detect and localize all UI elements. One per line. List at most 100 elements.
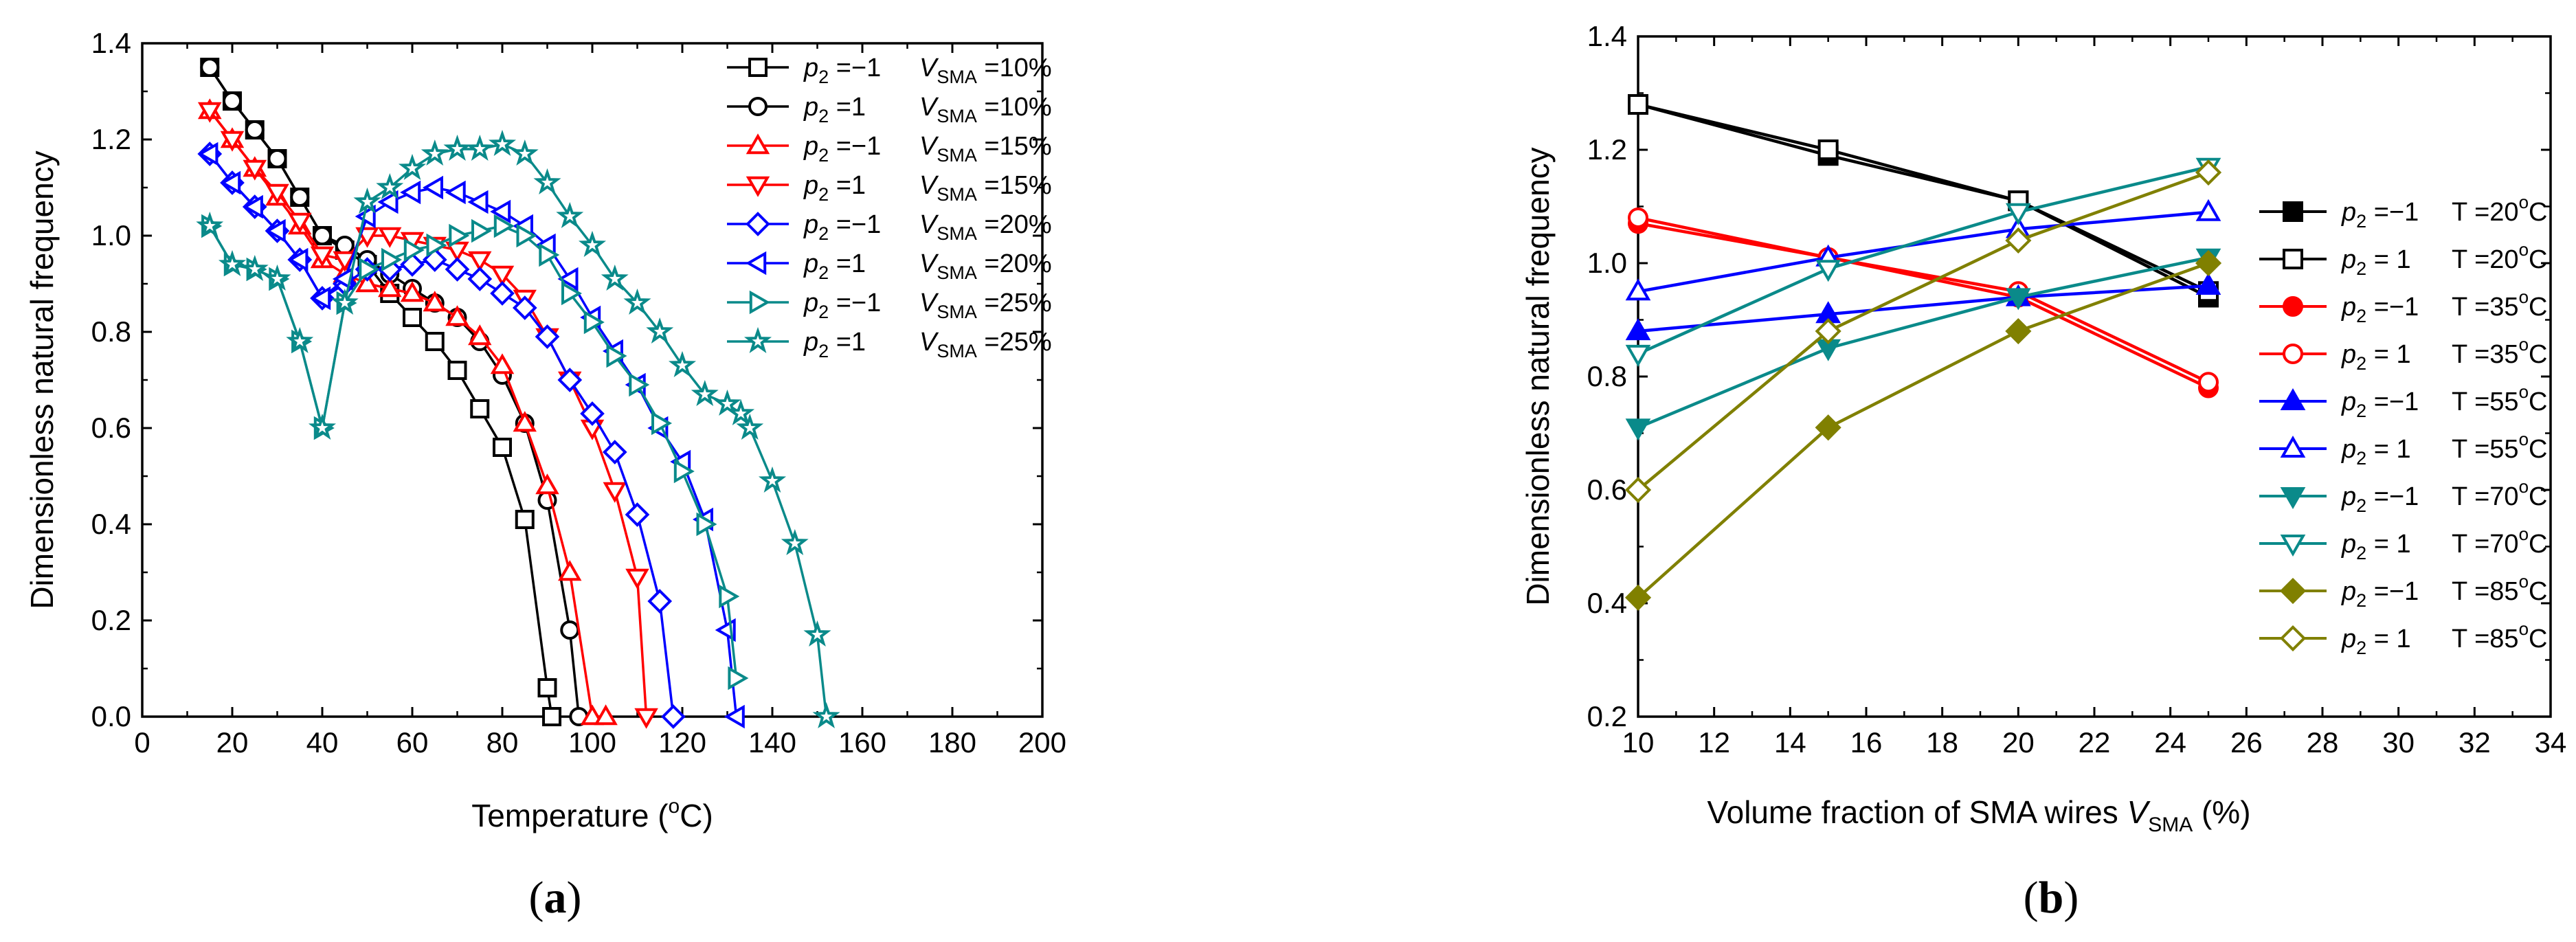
- panel-label-b: (b): [2024, 873, 2079, 923]
- data-point: [490, 281, 515, 306]
- data-point: [220, 170, 241, 195]
- data-point: [443, 134, 471, 161]
- legend-label: p2 =−1 VSMA =15%: [803, 132, 1052, 166]
- data-point: [242, 194, 263, 219]
- data-point: [445, 257, 470, 282]
- data-point: [2195, 199, 2221, 221]
- data-point: [668, 350, 697, 378]
- data-point: [425, 332, 445, 351]
- data-point: [265, 218, 286, 243]
- data-point: [218, 249, 247, 277]
- data-point: [1625, 418, 1651, 441]
- data-point: [623, 288, 651, 315]
- data-point: [758, 466, 787, 493]
- legend: p2 =−1 VSMA =10% p2 =1 VSMA =10% p2 =−1 VSMA …: [727, 54, 1052, 361]
- legend-item: p2 =−1 T =85oC: [2259, 571, 2547, 611]
- legend-marker: [2279, 577, 2307, 605]
- data-point: [1625, 344, 1651, 368]
- data-point: [535, 324, 560, 349]
- x-tick-label: 20: [2002, 726, 2035, 759]
- data-point: [243, 159, 267, 181]
- x-tick-label: 20: [216, 726, 249, 759]
- data-point: [781, 528, 809, 556]
- data-point: [381, 247, 403, 272]
- x-tick-label: 100: [568, 726, 616, 759]
- data-point: [400, 281, 425, 302]
- x-tick-label: 28: [2307, 726, 2339, 759]
- y-tick-label: 1.4: [91, 27, 131, 59]
- legend-label: p2 =1 VSMA =20%: [803, 249, 1052, 283]
- legend-marker: [746, 251, 767, 276]
- y-tick-label: 0.4: [1587, 587, 1627, 619]
- data-point: [513, 411, 537, 432]
- legend-marker: [2283, 344, 2303, 364]
- plot-frame: [141, 42, 1044, 718]
- data-point: [333, 251, 357, 272]
- data-point: [445, 241, 469, 262]
- x-tick-label: 40: [306, 726, 339, 759]
- data-point: [583, 310, 605, 335]
- data-point: [601, 264, 629, 291]
- legend-marker: [2280, 435, 2306, 458]
- legend-marker: [2283, 249, 2303, 269]
- data-point: [490, 199, 511, 224]
- data-point: [400, 180, 421, 205]
- data-point: [468, 324, 492, 346]
- x-tick-label: 14: [1774, 726, 1806, 759]
- y-tick-label: 0.4: [91, 508, 131, 540]
- x-tick-label: 120: [658, 726, 706, 759]
- data-point: [625, 502, 650, 527]
- y-tick-label: 1.2: [91, 123, 131, 155]
- x-axis-label: Volume fraction of SMA wires VSMA (%): [1707, 794, 2250, 836]
- data-point: [355, 271, 379, 293]
- data-point: [1815, 414, 1841, 441]
- y-tick-label: 0.2: [91, 604, 131, 636]
- data-point: [602, 440, 627, 464]
- data-point: [1624, 476, 1652, 504]
- y-tick-label: 1.0: [1587, 247, 1627, 279]
- data-point: [580, 704, 605, 726]
- data-point: [449, 223, 470, 248]
- data-point: [511, 139, 539, 166]
- legend-label: p2 =−1 VSMA =20%: [803, 210, 1052, 244]
- data-point: [490, 353, 515, 374]
- data-point: [537, 678, 557, 697]
- legend-item: p2 =−1 VSMA =20%: [727, 210, 1052, 244]
- data-point: [812, 702, 840, 729]
- data-point: [512, 295, 537, 320]
- data-point: [2005, 317, 2032, 345]
- data-point: [1628, 208, 1648, 228]
- data-point: [558, 560, 582, 581]
- y-tick-label: 0.8: [91, 315, 131, 348]
- data-point: [488, 129, 517, 157]
- data-point: [466, 134, 494, 161]
- data-point: [1815, 317, 1841, 345]
- series-line: [1637, 170, 2209, 491]
- y-axis-label: Dimensionless natural frequency: [24, 150, 60, 609]
- data-point: [2195, 159, 2222, 186]
- data-point: [447, 361, 467, 380]
- data-point: [378, 276, 402, 298]
- data-point: [245, 120, 265, 139]
- y-tick-label: 1.2: [1587, 133, 1627, 166]
- data-point: [557, 267, 579, 291]
- legend-marker: [746, 176, 770, 197]
- x-tick-label: 12: [1698, 726, 1730, 759]
- data-point: [1817, 139, 1839, 160]
- series-line: [1637, 284, 2209, 333]
- legend-label: p2 =1 VSMA =25%: [803, 328, 1052, 361]
- data-point: [493, 438, 512, 457]
- data-point: [691, 379, 719, 407]
- y-tick-label: 1.4: [1587, 20, 1627, 52]
- legend-marker: [2283, 201, 2303, 222]
- data-point: [423, 291, 447, 312]
- data-point: [196, 211, 224, 238]
- legend-marker: [2283, 296, 2303, 317]
- data-point: [535, 473, 559, 495]
